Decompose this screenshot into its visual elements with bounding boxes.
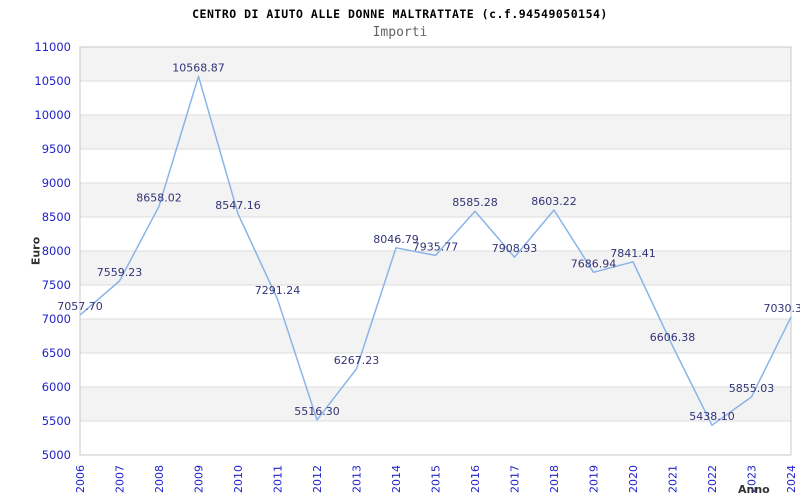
x-tick-label: 2021 — [667, 465, 680, 493]
chart-title: CENTRO DI AIUTO ALLE DONNE MALTRATTATE (… — [192, 7, 608, 21]
chart-subtitle: Importi — [372, 25, 428, 40]
data-point-label: 7057.70 — [57, 300, 103, 313]
x-tick-label: 2010 — [232, 465, 245, 493]
data-point-label: 8547.16 — [215, 199, 261, 212]
data-point-label: 5438.10 — [689, 410, 735, 423]
y-tick-label: 8500 — [42, 210, 71, 224]
y-tick-label: 6000 — [42, 380, 71, 394]
grid-band — [80, 183, 791, 217]
data-point-label: 6267.23 — [334, 354, 380, 367]
data-point-label: 7841.41 — [610, 247, 656, 260]
x-tick-label: 2012 — [311, 465, 324, 493]
data-point-label: 7908.93 — [492, 242, 538, 255]
y-tick-label: 7500 — [42, 278, 71, 292]
grid-band — [80, 47, 791, 81]
y-tick-label: 11000 — [34, 40, 71, 54]
data-point-label: 7291.24 — [255, 284, 301, 297]
plot-border — [79, 46, 792, 456]
x-tick-label: 2013 — [351, 465, 364, 493]
x-tick-label: 2014 — [390, 465, 403, 493]
y-tick-label: 9000 — [42, 176, 71, 190]
y-tick-label: 10500 — [34, 74, 71, 88]
y-tick-label: 7000 — [42, 312, 71, 326]
data-point-label: 6606.38 — [650, 331, 696, 344]
data-point-label: 5516.30 — [294, 405, 340, 418]
x-tick-label: 2023 — [746, 465, 759, 493]
x-tick-label: 2020 — [627, 465, 640, 493]
x-tick-label: 2011 — [272, 465, 285, 493]
y-tick-label: 6500 — [42, 346, 71, 360]
y-tick-label: 8000 — [42, 244, 71, 258]
y-axis-title: Euro — [29, 236, 43, 266]
grid-band — [80, 115, 791, 149]
grid-band — [80, 251, 791, 285]
x-tick-label: 2016 — [469, 465, 482, 493]
x-tick-label: 2022 — [706, 465, 719, 493]
data-point-label: 8585.28 — [452, 196, 498, 209]
x-tick-label: 2006 — [74, 465, 87, 493]
data-line — [79, 75, 792, 426]
data-point-label: 7559.23 — [97, 266, 143, 279]
grid-band — [80, 387, 791, 421]
data-point-label: 7030.3 — [764, 302, 800, 315]
data-point-label: 8603.22 — [531, 195, 577, 208]
data-point-label: 5855.03 — [729, 382, 775, 395]
y-tick-label: 10000 — [34, 108, 71, 122]
y-tick-label: 9500 — [42, 142, 71, 156]
x-tick-label: 2009 — [193, 465, 206, 493]
x-tick-label: 2019 — [588, 465, 601, 493]
data-point-label: 10568.87 — [172, 61, 225, 74]
y-tick-label: 5000 — [42, 448, 71, 462]
x-tick-label: 2007 — [114, 465, 127, 493]
x-axis-title: Anno — [738, 483, 770, 496]
x-tick-label: 2008 — [153, 465, 166, 493]
data-point-label: 7686.94 — [571, 257, 617, 270]
data-point-label: 7935.77 — [413, 240, 459, 253]
y-tick-label: 5500 — [42, 414, 71, 428]
x-tick-label: 2018 — [548, 465, 561, 493]
x-tick-label: 2015 — [430, 465, 443, 493]
data-point-label: 8046.79 — [373, 233, 419, 246]
x-tick-label: 2017 — [509, 465, 522, 493]
data-point-label: 8658.02 — [136, 191, 182, 204]
x-tick-label: 2024 — [785, 465, 798, 493]
